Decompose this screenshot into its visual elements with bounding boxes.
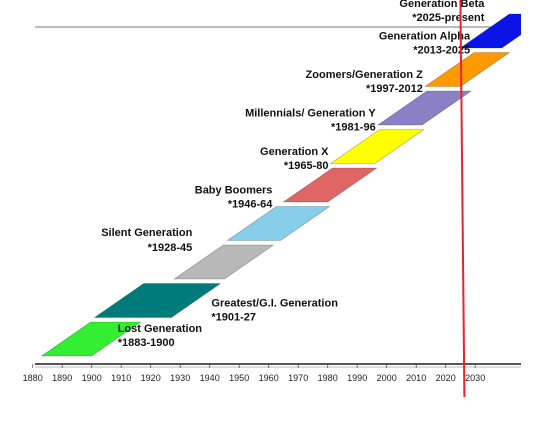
current-year-marker [459,0,466,398]
generation-years-label: *1946-64 [228,199,274,211]
generation-name-label: Generation X [260,146,329,158]
x-tick-label: 1990 [347,373,367,383]
x-tick-label: 1920 [141,373,161,383]
x-tick-label: 1960 [259,373,279,383]
band-2 [173,244,275,280]
x-tick-label: 2030 [465,373,485,383]
generation-bands [40,13,521,357]
x-tick-label: 1930 [170,373,190,383]
band-7 [424,52,511,87]
x-tick-label: 2020 [436,373,456,383]
band-0 [40,321,142,357]
current-year-line [459,0,466,398]
x-tick-label: 1940 [200,373,220,383]
band-1 [93,283,222,318]
generation-name-label: Silent Generation [101,227,192,239]
generation-years-label: *1965-80 [284,160,329,172]
x-tick-label: 1970 [288,373,308,383]
generation-years-label: *1883-1900 [118,337,175,349]
generation-years-label: *1997-2012 [366,83,423,95]
x-axis: 1880 1890 1900 1910 1920 1930 1940 1950 1960 1970… [23,363,521,383]
generation-years-label: *1928-45 [148,242,193,254]
generation-name-label: Zoomers/Generation Z [306,69,424,81]
generation-name-label: Millennials/ Generation Y [245,108,376,120]
generation-years-label: *2025-present [412,12,484,24]
generation-years-label: *2013-2025 [413,45,470,57]
generation-name-label: Lost Generation [118,323,203,335]
band-3 [226,206,331,241]
band-6 [376,90,473,126]
x-tick-label: 1980 [318,373,338,383]
band-5 [329,129,425,164]
x-tick-label: 1910 [111,373,131,383]
band-4 [282,167,378,203]
generation-years-label: *1981-96 [331,122,376,134]
generation-name-label: Baby Boomers [195,185,273,197]
generation-years-label: *1901-27 [211,312,256,324]
x-tick-label: 1880 [23,373,43,383]
generation-name-label: Generation Alpha [379,31,471,43]
generation-name-label: Greatest/G.I. Generation [211,298,338,310]
x-tick-label: 1890 [52,373,72,383]
x-tick-label: 1950 [229,373,249,383]
generation-name-label: Generation Beta [399,0,485,10]
generation-labels: Lost Generation *1883-1900 Greatest/G.I. G… [101,0,485,349]
x-tick-label: 1900 [82,373,102,383]
x-tick-label: 2000 [377,373,397,383]
x-tick-label: 2010 [406,373,426,383]
band-8 [459,13,521,49]
